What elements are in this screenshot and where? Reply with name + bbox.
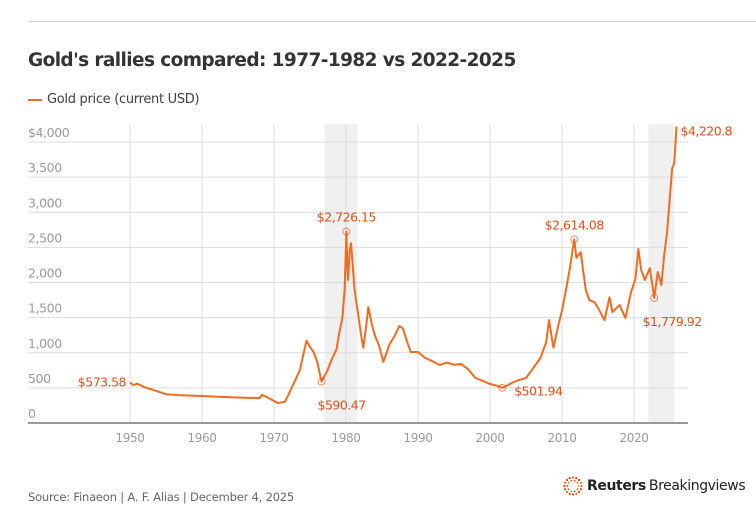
logo-dot bbox=[579, 481, 582, 484]
logo-dot bbox=[570, 479, 573, 482]
x-tick-label: 1980 bbox=[332, 431, 361, 445]
logo-dot bbox=[573, 479, 576, 482]
annotation-label: $2,726.15 bbox=[317, 209, 376, 224]
legend: Gold price (current USD) bbox=[28, 92, 200, 107]
x-tick-label: 2020 bbox=[620, 431, 649, 445]
x-tick-labels: 1950 1960 1970 1980 1990 2000 2010 2020 bbox=[116, 431, 649, 445]
logo-dot bbox=[568, 477, 571, 480]
top-divider bbox=[28, 21, 756, 22]
y-tick-label: 500 bbox=[28, 371, 51, 386]
y-tick-label: 1,000 bbox=[28, 336, 62, 351]
logo-dot bbox=[577, 490, 581, 494]
shaded-periods bbox=[324, 124, 675, 423]
logo-dot bbox=[575, 492, 578, 495]
logo-dot bbox=[579, 488, 582, 491]
point-marker bbox=[570, 235, 579, 244]
y-tick-label: 2,000 bbox=[28, 266, 62, 281]
annotation-label: $4,220.8 bbox=[680, 123, 732, 138]
shaded-period bbox=[648, 124, 675, 423]
reuters-logo-icon bbox=[563, 476, 583, 496]
logo-dot bbox=[564, 488, 567, 491]
logo-dot bbox=[567, 481, 570, 484]
y-tick-label: $4,000 bbox=[28, 125, 70, 140]
shaded-period bbox=[324, 124, 358, 423]
series-lines bbox=[129, 126, 678, 404]
logo-dot bbox=[563, 484, 566, 488]
y-tick-label: 1,500 bbox=[28, 301, 62, 316]
x-tick-label: 1960 bbox=[188, 431, 217, 445]
point-marker bbox=[342, 227, 351, 236]
source-note: Source: Finaeon | A. F. Alias | December… bbox=[28, 490, 295, 504]
logo-dot bbox=[570, 490, 573, 493]
point-marker bbox=[317, 377, 326, 386]
point-marker bbox=[498, 383, 507, 392]
brand-logo: Reuters Breakingviews bbox=[563, 476, 746, 496]
x-tick-label: 1990 bbox=[404, 431, 433, 445]
logo-dot bbox=[564, 481, 567, 484]
logo-dot bbox=[576, 481, 579, 484]
annotation-label: $1,779.92 bbox=[643, 314, 702, 329]
y-tick-labels: 0 500 1,000 1,500 2,000 2,500 3,000 3,500 $4,000 bbox=[28, 125, 70, 421]
logo-dot bbox=[571, 476, 575, 479]
series-line-gold-price bbox=[129, 126, 678, 404]
annotation-label: $2,614.08 bbox=[545, 217, 605, 232]
y-tick-label: 0 bbox=[28, 406, 36, 421]
logo-dot bbox=[571, 493, 575, 496]
x-tick-label: 2010 bbox=[548, 431, 577, 445]
x-tick-label: 2000 bbox=[476, 431, 505, 445]
annotation-label: $590.47 bbox=[318, 398, 366, 413]
point-marker bbox=[650, 294, 659, 302]
logo-dot bbox=[580, 484, 583, 488]
annotation-label: $501.94 bbox=[514, 384, 563, 399]
chart-title: Gold's rallies compared: 1977-1982 vs 20… bbox=[28, 50, 516, 71]
logo-dot bbox=[575, 477, 578, 480]
brand-name-light: Breakingviews bbox=[648, 478, 746, 494]
logo-dot bbox=[577, 478, 581, 482]
x-tick-label: 1970 bbox=[260, 431, 289, 445]
annotations: $573.58 $590.47 $2,726.15 $501.94 $2,614.08 $… bbox=[78, 123, 733, 412]
legend-swatch-line bbox=[28, 98, 42, 101]
logo-dot bbox=[573, 490, 576, 493]
logo-dot bbox=[576, 488, 579, 491]
y-tick-label: 3,000 bbox=[28, 195, 62, 210]
y-tick-label: 2,500 bbox=[28, 230, 62, 245]
x-tick-label: 1950 bbox=[116, 431, 145, 445]
legend-label: Gold price (current USD) bbox=[47, 92, 200, 107]
gridlines bbox=[28, 141, 688, 389]
logo-dot bbox=[577, 485, 580, 487]
x-gridlines bbox=[129, 124, 635, 423]
logo-dot bbox=[568, 492, 571, 495]
logo-dot bbox=[567, 488, 570, 491]
annotation-label: $573.58 bbox=[78, 375, 127, 390]
logo-dot bbox=[566, 485, 569, 487]
logo-dot bbox=[565, 490, 569, 494]
y-tick-label: 3,500 bbox=[28, 160, 62, 175]
logo-dot bbox=[565, 478, 569, 482]
brand-name-bold: Reuters bbox=[587, 478, 646, 494]
